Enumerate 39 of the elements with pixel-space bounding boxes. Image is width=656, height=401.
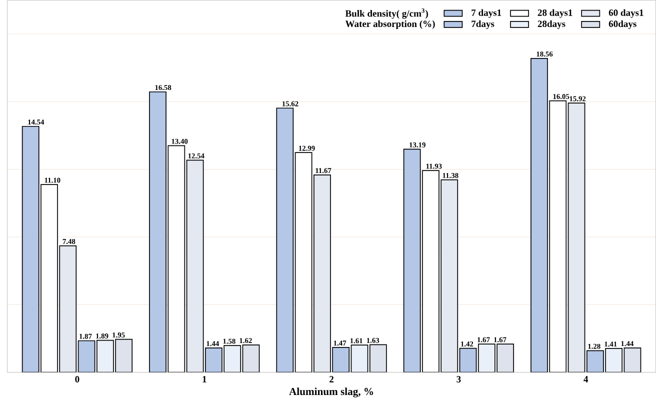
bar	[441, 180, 458, 372]
bar	[568, 102, 586, 372]
annotation: Water absorption (%)	[345, 20, 435, 30]
bar	[624, 348, 642, 372]
bar	[60, 246, 76, 372]
legend-label: 7 days1	[472, 9, 502, 18]
bar	[96, 340, 114, 372]
bar	[224, 346, 241, 372]
x-tick-label: 1	[202, 376, 206, 382]
bar	[242, 344, 260, 372]
bar	[605, 348, 623, 372]
legend-label: 60 days1	[608, 9, 644, 18]
legend-label: 28 days1	[538, 9, 572, 18]
bar	[332, 348, 350, 372]
bar	[586, 350, 604, 372]
bar	[351, 345, 368, 372]
x-tick-label: 2	[330, 376, 334, 382]
annotation: Bulk density( g/cm$^{3}$)	[345, 8, 428, 19]
bar	[149, 92, 166, 372]
bar	[276, 108, 294, 372]
bar	[186, 160, 204, 372]
bar	[314, 175, 330, 372]
bar	[478, 344, 495, 372]
bar	[22, 126, 39, 372]
bar	[497, 344, 514, 372]
legend-label: 7days	[472, 20, 494, 30]
legend-label: 28days	[538, 20, 566, 30]
bar	[78, 340, 95, 372]
bar	[205, 348, 222, 372]
bar	[116, 339, 132, 372]
x-axis-title: Aluminum slag, %	[289, 388, 374, 398]
bar	[370, 344, 386, 372]
bar	[460, 348, 476, 372]
x-tick-label: 0	[75, 376, 80, 383]
bar	[530, 58, 548, 372]
x-tick-label: 4	[584, 376, 588, 382]
x-tick-label: 3	[456, 376, 461, 383]
legend-label: 60days	[608, 20, 636, 30]
bar	[404, 149, 420, 372]
